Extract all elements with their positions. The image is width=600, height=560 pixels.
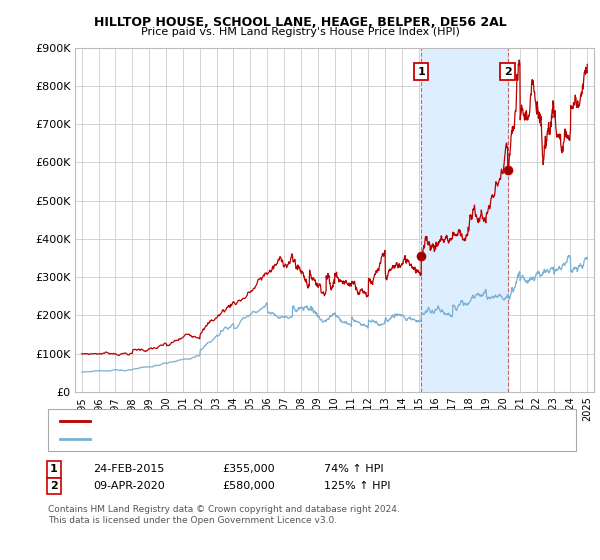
Text: 1: 1 [417, 67, 425, 77]
Bar [421, 48, 508, 392]
Text: Price paid vs. HM Land Registry's House Price Index (HPI): Price paid vs. HM Land Registry's House … [140, 27, 460, 37]
Text: £355,000: £355,000 [222, 464, 275, 474]
Text: £580,000: £580,000 [222, 481, 275, 491]
Text: 2: 2 [503, 67, 511, 77]
Text: 1: 1 [50, 464, 58, 474]
Text: HILLTOP HOUSE, SCHOOL LANE, HEAGE, BELPER, DE56 2AL (detached house): HILLTOP HOUSE, SCHOOL LANE, HEAGE, BELPE… [96, 416, 482, 426]
Text: HPI: Average price, detached house, Amber Valley: HPI: Average price, detached house, Ambe… [96, 434, 347, 444]
Text: Contains HM Land Registry data © Crown copyright and database right 2024.
This d: Contains HM Land Registry data © Crown c… [48, 505, 400, 525]
Text: 2: 2 [50, 481, 58, 491]
Text: HILLTOP HOUSE, SCHOOL LANE, HEAGE, BELPER, DE56 2AL: HILLTOP HOUSE, SCHOOL LANE, HEAGE, BELPE… [94, 16, 506, 29]
Text: 09-APR-2020: 09-APR-2020 [93, 481, 165, 491]
Text: 125% ↑ HPI: 125% ↑ HPI [324, 481, 391, 491]
Text: 74% ↑ HPI: 74% ↑ HPI [324, 464, 383, 474]
Text: 24-FEB-2015: 24-FEB-2015 [93, 464, 164, 474]
